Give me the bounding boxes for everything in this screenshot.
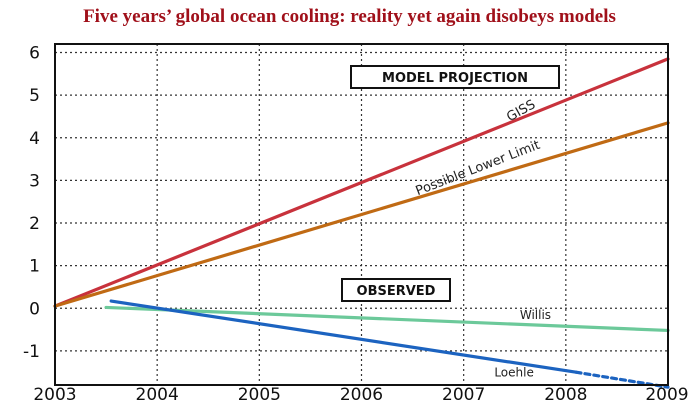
observed-label: OBSERVED xyxy=(357,284,436,299)
series-line-giss xyxy=(53,57,670,308)
y-tick-label: 6 xyxy=(29,44,40,64)
y-tick-label: 1 xyxy=(29,257,40,277)
x-tick-label: 2005 xyxy=(238,385,281,403)
series-line-willis xyxy=(104,305,670,333)
x-tick-label: 2009 xyxy=(645,385,688,403)
x-tick-label: 2006 xyxy=(340,385,383,403)
x-tick-label: 2003 xyxy=(33,385,76,403)
series-line-possible-lower-limit xyxy=(53,121,670,308)
series-line-loehle xyxy=(109,299,578,374)
chart-title: Five years’ global ocean cooling: realit… xyxy=(83,6,616,27)
y-tick-label: 2 xyxy=(29,214,40,234)
y-tick-label: 4 xyxy=(29,129,40,149)
series-label: Willis xyxy=(520,308,551,322)
series-label: Possible Lower Limit xyxy=(414,138,542,199)
plot-frame xyxy=(54,43,669,386)
x-tick-label: 2007 xyxy=(442,385,485,403)
series-label: Loehle xyxy=(494,365,534,379)
model-projection-box xyxy=(350,65,560,89)
series-label: GISS xyxy=(504,97,538,125)
model-projection-label: MODEL PROJECTION xyxy=(382,71,528,86)
y-tick-label: -1 xyxy=(23,342,40,362)
y-tick-label: 3 xyxy=(29,171,40,191)
x-tick-label: 2004 xyxy=(136,385,179,403)
series-lines xyxy=(53,57,670,389)
y-tick-label: 0 xyxy=(29,299,40,319)
observed-box xyxy=(341,278,451,302)
x-tick-label: 2008 xyxy=(544,385,587,403)
y-tick-label: 5 xyxy=(29,86,40,106)
